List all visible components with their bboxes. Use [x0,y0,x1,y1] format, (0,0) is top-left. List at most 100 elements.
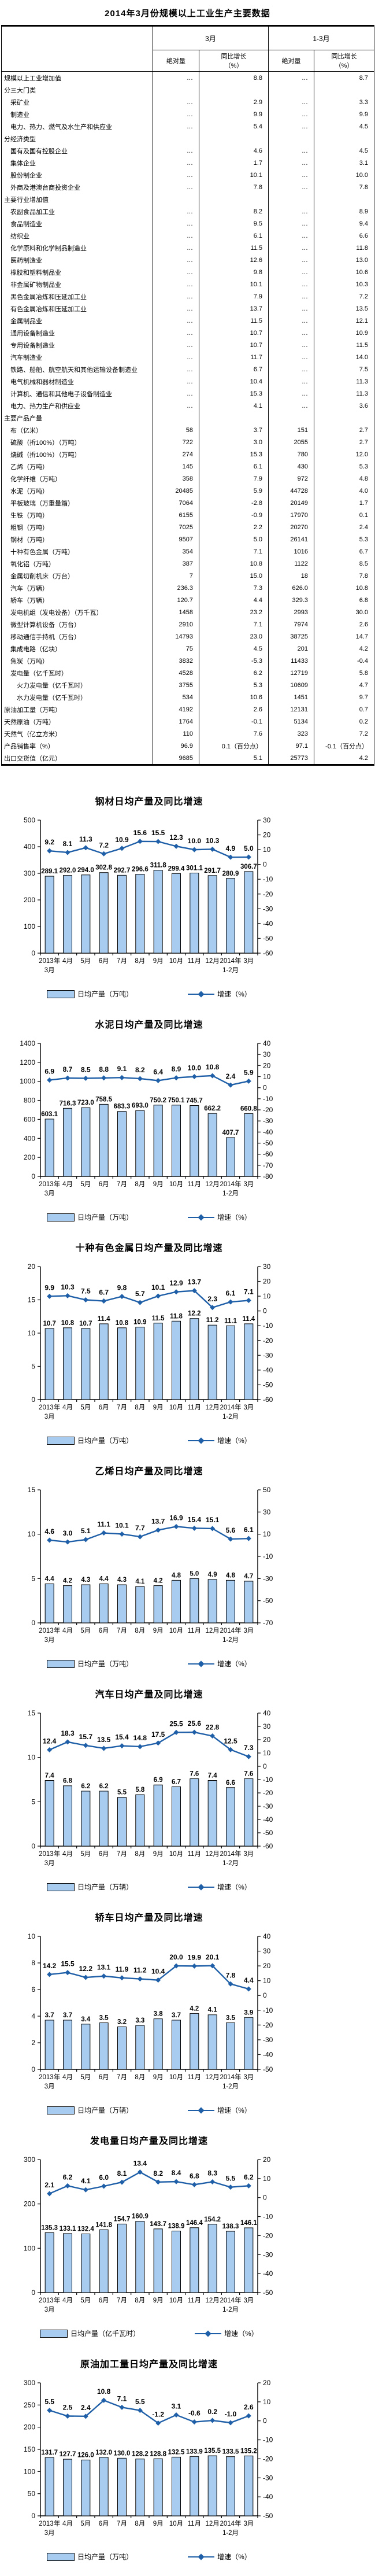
right-tick-label: -70 [263,1619,273,1627]
row-value: 7064 [153,497,199,509]
legend-bar-label: 日均产量（万辆） [77,1883,133,1891]
row-value: … [153,315,199,327]
bar-swatch-icon [47,990,75,998]
row-value: 4.2 [313,643,374,655]
row-label: 采矿业 [10,99,29,106]
row-value: 9.9 [313,108,374,120]
bar-value-label: 143.7 [150,2221,166,2228]
header-group-jan-mar: 1-3月 [268,25,374,50]
x-category-label: 9月 [153,2297,164,2304]
line-value-label: 4.4 [244,1976,254,1984]
line-value-label: 6.1 [244,1526,254,1534]
row-value: 8.8 [199,71,269,84]
table-row: 电力、热力生产和供应业… 4.1… 3.6 [2,400,374,412]
right-tick-label: 30 [263,1508,271,1516]
table-row: 十种有色金属（万吨） 354 7.1 1016 6.7 [2,545,374,558]
left-tick-label: 0 [31,1842,35,1850]
left-tick-label: 200 [24,896,35,904]
line-value-label: 4.9 [226,844,236,852]
diamond-marker-icon [119,2179,125,2185]
diamond-marker-icon [65,1739,70,1745]
bar [207,875,217,954]
diamond-marker-icon [65,1075,70,1081]
row-value: 3.3 [313,96,374,108]
x-category-label: 5月 [80,2520,91,2527]
bar [63,1108,72,1177]
line-value-label: 15.6 [133,829,147,837]
bar [244,1778,254,1847]
x-category-label: 8月 [135,1181,145,1188]
bar-value-label: 7.6 [244,1770,253,1777]
bar-value-label: 133.1 [60,2226,76,2232]
right-tick-label: 0 [263,1084,267,1092]
x-category-label: 2014年 [220,957,241,965]
bar-value-label: 4.1 [208,2007,218,2014]
bar-value-label: 299.4 [168,865,185,872]
chart-block-sedan: 轿车日均产量及同比增速 0 2 4 6 8 10 -50 -40 -30 -20 -10 0 10 20 3… [0,1906,375,2130]
bar [244,1113,254,1177]
bar [81,2024,91,2070]
row-label: 布（亿米） [10,427,42,434]
x-category-label: 2014年 [220,1850,241,1858]
line-value-label: 10.0 [188,1064,202,1072]
bar [63,1785,72,1847]
row-value: 3.6 [313,400,374,412]
row-value: 14.7 [313,630,374,643]
row-value: 9.7 [313,691,374,703]
diamond-marker-icon [173,1729,179,1735]
x-category-label: 3月 [243,1627,254,1634]
row-label: 主要行业增加值 [4,196,49,204]
row-value: … [153,400,199,412]
bar-value-label: 135.2 [240,2448,257,2455]
bar [190,872,199,954]
row-value: -0.1 [199,715,269,728]
left-tick-label: 0 [31,1396,35,1404]
legend-bar-label: 日均产量（亿千瓦时） [70,2330,140,2338]
right-tick-label: -50 [263,2289,273,2297]
row-value: 358 [153,473,199,485]
header-absolute-jan-mar: 绝对量 [268,50,314,72]
bar [44,1584,54,1623]
diamond-marker-icon [210,1526,216,1531]
diamond-marker-icon [246,854,251,860]
row-label: 生铁（万吨） [10,512,49,519]
row-value: 11.3 [313,387,374,400]
x-category-label: 2013年 [39,2519,60,2527]
table-row: 天然气（亿立方米） 110 7.6 323 7.2 [2,728,374,740]
diamond-marker-icon [137,1076,143,1082]
diamond-marker-icon [137,1976,143,1982]
table-row: 非金属矿物制品业… 10.1… 10.3 [2,278,374,290]
left-tick-label: 1200 [20,1058,35,1066]
diamond-marker-icon [198,2106,205,2114]
line-value-label: 6.8 [190,2172,199,2180]
line-swatch-icon [188,1213,215,1221]
row-value: 145 [153,460,199,473]
row-value: 4.5 [313,120,374,132]
diamond-marker-icon [47,1537,53,1543]
bar-value-label: 3.5 [99,2015,109,2022]
bar-value-label: 3.3 [135,2017,144,2024]
row-value: 12.6 [199,254,269,266]
table-row: 天然原油（万吨） 1764 -0.1 5134 0.2 [2,715,374,728]
right-tick-label: -10 [263,2213,273,2221]
legend-item-line: 增速（%） [188,2552,251,2562]
line-value-label: 8.1 [63,840,73,848]
right-tick-label: -70 [263,1161,273,1169]
row-value [268,193,314,205]
row-value: … [153,387,199,400]
row-value: 12131 [268,703,314,715]
diamond-marker-icon [137,1300,143,1305]
left-tick-label: 300 [24,869,35,877]
diamond-marker-icon [47,848,53,854]
right-tick-label: 30 [263,1263,271,1271]
row-value: 11.7 [199,351,269,363]
row-value: 5.1 [199,752,269,765]
x-category-label-line2: 3月 [44,1860,55,1867]
legend-item-line: 增速（%） [188,1882,251,1892]
row-value [268,84,314,96]
bar-value-label: 292.0 [60,868,76,874]
row-value: … [268,302,314,315]
bar [226,2456,235,2516]
row-value: 4.5 [313,145,374,157]
bar [153,2228,163,2293]
